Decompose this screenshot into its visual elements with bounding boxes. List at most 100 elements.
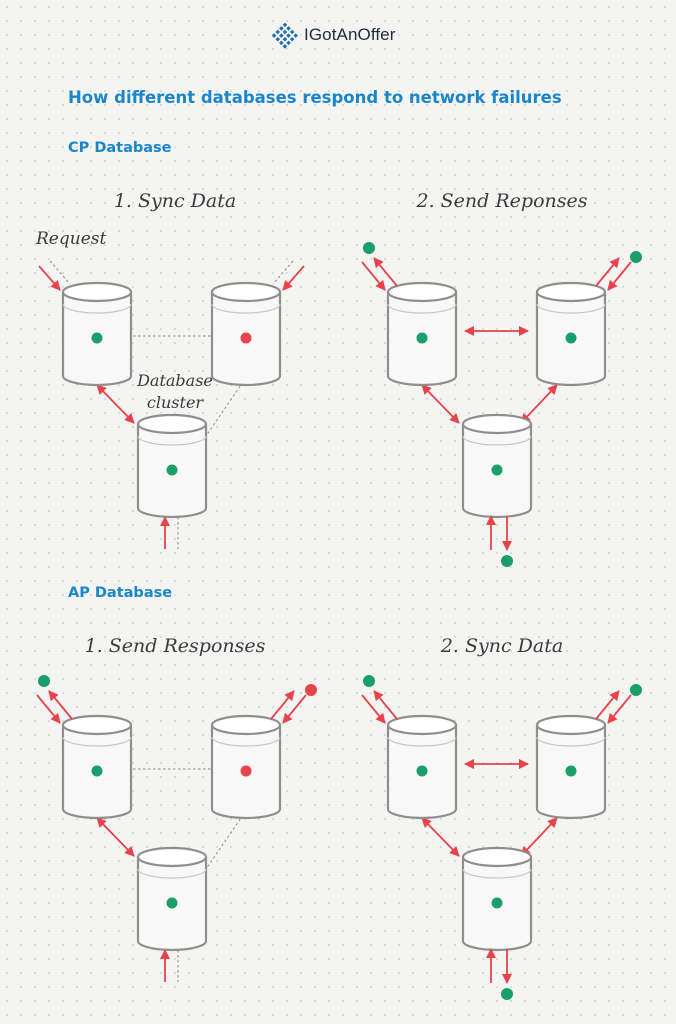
request-arrow-right: [607, 694, 632, 724]
diamond-grid-logo-icon: [271, 22, 298, 49]
panel-label-ap-sync: 2. Sync Data: [440, 635, 563, 657]
cylinder-rim: [137, 868, 207, 879]
database-node-bottom: [136, 413, 208, 519]
client-dot-left: [38, 675, 50, 687]
cylinder-rim: [387, 303, 457, 314]
request-arrow-left: [38, 265, 61, 291]
panel-ap-sync-data: [361, 675, 642, 1000]
partition-link-right: [205, 381, 244, 437]
response-arrow-left: [373, 257, 398, 287]
request-arrow-right: [282, 265, 305, 291]
request-arrow-left: [361, 694, 386, 724]
cylinder-top: [210, 714, 282, 736]
failed-node-dot: [240, 332, 252, 344]
cylinder-top: [461, 846, 533, 868]
sync-arrow-right: [520, 817, 558, 857]
cylinder-top: [61, 714, 133, 736]
logo-square: [286, 33, 291, 38]
healthy-node-dot: [166, 897, 178, 909]
partition-link-right: [205, 814, 244, 870]
healthy-node-dot: [416, 332, 428, 344]
cylinder-top: [461, 413, 533, 435]
logo-square: [293, 33, 298, 38]
sync-arrow-left: [421, 817, 460, 857]
cylinder-top: [386, 714, 458, 736]
healthy-node-dot: [91, 765, 103, 777]
brand-logo: IGotAnOffer: [270, 20, 396, 50]
healthy-node-dot: [416, 765, 428, 777]
brand-name: IGotAnOffer: [304, 25, 396, 44]
healthy-node-dot: [91, 332, 103, 344]
section-title-cp: CP Database: [68, 140, 172, 156]
page-title: How different databases respond to netwo…: [68, 88, 562, 107]
sync-arrow-left: [96, 384, 135, 424]
logo-square: [271, 33, 277, 38]
cylinder-top: [61, 281, 133, 303]
database-node-right: [535, 281, 607, 387]
cylinder-rim: [62, 303, 132, 314]
response-arrow-left: [48, 690, 73, 720]
cylinder-top: [535, 714, 607, 736]
panel-cp-sync-data: [38, 260, 305, 549]
request-guide-left: [49, 260, 71, 285]
cylinder-top: [136, 413, 208, 435]
cylinder-rim: [462, 868, 532, 879]
client-dot-right: [630, 251, 642, 263]
panel-ap-send-responses: [36, 675, 317, 982]
request-arrow-left: [361, 261, 386, 291]
database-node-left: [386, 281, 458, 387]
response-arrow-right: [595, 690, 620, 720]
request-arrow-right: [607, 261, 632, 291]
panel-label-ap-responses: 1. Send Responses: [85, 635, 266, 657]
request-arrow-left: [36, 694, 61, 724]
sync-arrow-right: [520, 384, 558, 424]
database-node-left: [61, 714, 133, 820]
database-node-bottom: [461, 846, 533, 952]
sync-arrow-left: [96, 817, 135, 857]
logo-square: [275, 36, 280, 42]
cylinder-top: [210, 281, 282, 303]
client-dot-bottom: [501, 555, 513, 567]
panel-label-cp-responses: 2. Send Reponses: [416, 190, 588, 212]
logo-square: [289, 29, 295, 35]
cylinder-rim: [137, 435, 207, 446]
cylinder-top: [535, 281, 607, 303]
database-node-right: [210, 714, 282, 820]
healthy-node-dot: [491, 464, 503, 476]
cluster-annotation-line1: Database: [136, 371, 213, 390]
client-dot-right: [630, 684, 642, 696]
cylinder-rim: [536, 303, 606, 314]
panel-cp-send-responses: [361, 242, 642, 567]
cylinder-rim: [211, 736, 281, 747]
cluster-annotation-line2: cluster: [147, 393, 204, 412]
client-dot-left: [363, 242, 375, 254]
healthy-node-dot: [491, 897, 503, 909]
section-title-ap: AP Database: [68, 585, 173, 601]
failed-node-dot: [240, 765, 252, 777]
logo-square: [275, 29, 280, 35]
database-node-bottom: [461, 413, 533, 519]
cylinder-rim: [462, 435, 532, 446]
client-dot-left: [363, 675, 375, 687]
healthy-node-dot: [166, 464, 178, 476]
cylinder-rim: [211, 303, 281, 314]
cylinder-top: [136, 846, 208, 868]
healthy-node-dot: [565, 765, 577, 777]
response-arrow-right: [270, 690, 295, 720]
request-annotation: Request: [35, 229, 106, 249]
response-arrow-left: [373, 690, 398, 720]
database-node-right: [535, 714, 607, 820]
cylinder-top: [386, 281, 458, 303]
cylinder-rim: [387, 736, 457, 747]
database-node-left: [386, 714, 458, 820]
panel-label-cp-sync: 1. Sync Data: [114, 190, 236, 212]
sync-arrow-left: [421, 384, 460, 424]
client-dot-bottom: [501, 988, 513, 1000]
healthy-node-dot: [565, 332, 577, 344]
cylinder-rim: [536, 736, 606, 747]
response-arrow-right: [595, 257, 620, 287]
database-node-left: [61, 281, 133, 387]
request-arrow-right: [282, 694, 307, 724]
request-guide-right: [272, 260, 294, 285]
